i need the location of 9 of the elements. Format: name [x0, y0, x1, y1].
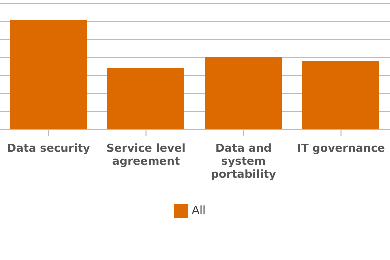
bar — [10, 20, 87, 130]
bar — [108, 68, 184, 130]
bar — [205, 57, 282, 130]
bar — [302, 60, 380, 130]
x-tick-label: IT governance — [297, 142, 386, 155]
x-tick-label: Data and system portability — [211, 142, 276, 181]
legend-label: All — [192, 204, 206, 218]
x-tick-label: Data security — [7, 142, 90, 155]
x-tick-label: Service level agreement — [106, 142, 186, 168]
